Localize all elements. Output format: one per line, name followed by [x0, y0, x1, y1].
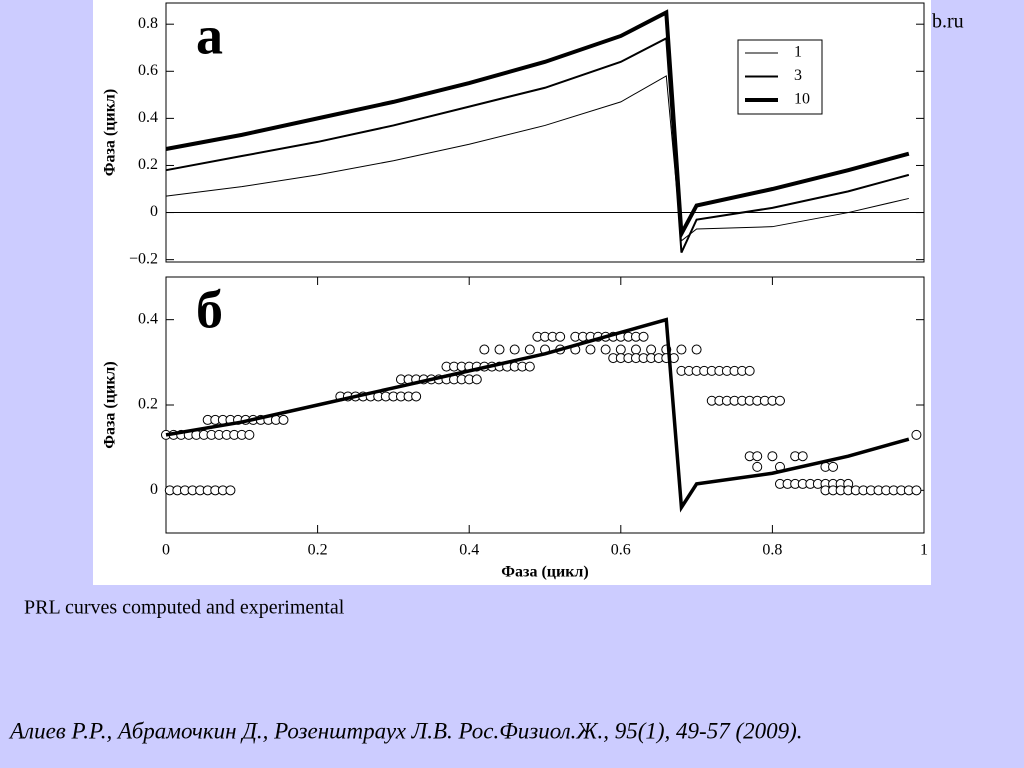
scatter-point — [494, 344, 505, 355]
scatter-point — [911, 429, 922, 440]
scatter-point — [767, 451, 778, 462]
scatter-point — [774, 395, 785, 406]
scatter-point — [615, 344, 626, 355]
scatter-point — [524, 344, 535, 355]
scatter-point — [411, 391, 422, 402]
x-tick-label: 1 — [920, 542, 928, 559]
y-tick-label: 0.8 — [138, 15, 158, 32]
series-line — [165, 36, 910, 253]
scatter-point — [630, 344, 641, 355]
series-line — [165, 75, 909, 242]
scatter-point — [244, 429, 255, 440]
y-tick-label: 0.4 — [138, 109, 158, 126]
legend-label: 10 — [794, 91, 810, 108]
scatter-point — [752, 461, 763, 472]
scatter-point — [676, 344, 687, 355]
x-tick-label: 0.2 — [308, 542, 328, 559]
y-tick-label: 0.6 — [138, 62, 158, 79]
y-axis-label: Фаза (цикл) — [102, 89, 119, 176]
scatter-point — [744, 365, 755, 376]
scatter-point — [646, 344, 657, 355]
x-tick-label: 0.4 — [459, 542, 479, 559]
series-line — [165, 317, 910, 513]
scatter-point — [911, 485, 922, 496]
scatter-point — [638, 331, 649, 342]
y-tick-label: −0.2 — [129, 250, 158, 267]
y-tick-label: 0 — [150, 203, 158, 220]
plot-frame — [165, 2, 925, 263]
scatter-point — [225, 485, 236, 496]
scatter-point — [828, 461, 839, 472]
panel-label: а — [196, 5, 223, 65]
scatter-point — [471, 374, 482, 385]
caption: PRL curves computed and experimental — [24, 597, 345, 619]
scatter-point — [585, 344, 596, 355]
citation: Алиев Р.Р., Абрамочкин Д., Розенштраух Л… — [8, 718, 803, 743]
scatter-point — [752, 451, 763, 462]
y-axis-label: Фаза (цикл) — [102, 361, 119, 448]
scatter-point — [600, 344, 611, 355]
x-tick-label: 0 — [162, 542, 170, 559]
scatter-point — [479, 344, 490, 355]
y-tick-label: 0.2 — [138, 396, 158, 413]
watermark: b.ru — [932, 11, 964, 33]
y-tick-label: 0 — [150, 481, 158, 498]
scatter-point — [797, 451, 808, 462]
legend-label: 3 — [794, 67, 802, 84]
scatter-point — [509, 344, 520, 355]
scatter-point — [278, 414, 289, 425]
scatter-point — [555, 331, 566, 342]
series-line — [165, 9, 910, 241]
x-axis-label: Фаза (цикл) — [501, 564, 588, 581]
y-tick-label: 0.4 — [138, 310, 158, 327]
x-tick-label: 0.6 — [611, 542, 631, 559]
panel-label: б — [196, 279, 223, 339]
scatter-point — [691, 344, 702, 355]
scatter-point — [524, 361, 535, 372]
x-tick-label: 0.8 — [762, 542, 782, 559]
legend-label: 1 — [794, 44, 802, 61]
y-tick-label: 0.2 — [138, 156, 158, 173]
